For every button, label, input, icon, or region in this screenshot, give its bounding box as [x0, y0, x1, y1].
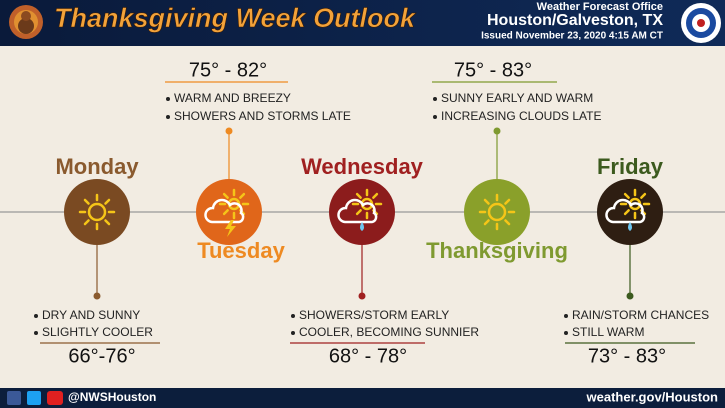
stem-dot — [358, 292, 366, 300]
bullet — [166, 115, 170, 119]
sun-ray — [239, 192, 246, 199]
temps: 66°-76° — [68, 345, 135, 367]
bullet — [291, 331, 295, 335]
sun-ray — [222, 192, 229, 199]
day: Tuesday WARM AND BREEZY SHOWERS AND STORMS… — [165, 59, 351, 263]
url: weather.gov/Houston — [586, 389, 719, 404]
sun-ray — [83, 219, 90, 226]
bolt-icon — [225, 220, 236, 237]
title: Thanksgiving Week Outlook — [54, 3, 417, 33]
header-band — [0, 0, 725, 46]
handle: @NWSHouston — [68, 390, 156, 404]
bullet-text: SUNNY EARLY AND WARM — [441, 91, 593, 105]
sun-ray — [623, 209, 630, 216]
temps: 75° - 82° — [189, 59, 267, 81]
sun-ray — [104, 219, 111, 226]
facebook-icon[interactable] — [7, 391, 21, 405]
sun-ray — [623, 192, 630, 199]
day: Thanksgiving SUNNY EARLY AND WARM INCREASI… — [426, 59, 601, 263]
sun-ray — [504, 219, 511, 226]
day-circle — [64, 179, 130, 245]
cloud-icon — [605, 198, 646, 224]
day-circle — [597, 179, 663, 245]
sun-icon — [87, 202, 107, 222]
sun-ray — [483, 198, 490, 205]
day-label: Friday — [597, 154, 664, 179]
bullet-text: SHOWERS/STORM EARLY — [299, 308, 449, 322]
day-label: Wednesday — [301, 154, 424, 179]
stem-dot — [225, 127, 233, 135]
bullet-text: SHOWERS AND STORMS LATE — [174, 109, 351, 123]
day-circle — [464, 179, 530, 245]
temps: 75° - 83° — [454, 59, 532, 81]
bullet-text: SLIGHTLY COOLER — [42, 325, 153, 339]
drop-icon — [628, 222, 632, 231]
bullet — [433, 115, 437, 119]
bullet-text: INCREASING CLOUDS LATE — [441, 109, 601, 123]
issued: Issued November 23, 2020 4:15 AM CT — [481, 31, 663, 42]
turkey-logo — [9, 5, 43, 39]
location: Houston/Galveston, TX — [487, 12, 663, 29]
bullet-text: COOLER, BECOMING SUNNIER — [299, 325, 479, 339]
day: Monday DRY AND SUNNY SLIGHTLY COOLER 66°-76… — [34, 154, 160, 367]
bullet-text: STILL WARM — [572, 325, 644, 339]
sun-ray — [355, 192, 362, 199]
drop-icon — [360, 222, 364, 231]
temps: 73° - 83° — [588, 345, 666, 367]
bullet — [166, 97, 170, 101]
sun-ray — [372, 192, 379, 199]
stem-dot — [626, 292, 634, 300]
sun-ray — [104, 198, 111, 205]
cloud-icon — [204, 198, 245, 224]
day: Wednesday SHOWERS/STORM EARLY COOLER, BECO… — [290, 154, 479, 367]
bullet — [433, 97, 437, 101]
sun-ray — [83, 198, 90, 205]
bullet — [564, 314, 568, 318]
sun-ray — [355, 209, 362, 216]
nws-logo — [681, 3, 721, 43]
bullet — [34, 314, 38, 318]
day-circle — [196, 179, 262, 245]
day-label: Monday — [55, 154, 139, 179]
sun-ray — [483, 219, 490, 226]
office: Weather Forecast Office — [537, 1, 663, 13]
day-label: Thanksgiving — [426, 238, 568, 263]
temps: 68° - 78° — [329, 345, 407, 367]
bullet — [564, 331, 568, 335]
bullet-text: RAIN/STORM CHANCES — [572, 308, 709, 322]
sun-ray — [222, 209, 229, 216]
sun-ray — [504, 198, 511, 205]
sun-ray — [640, 192, 647, 199]
sun-icon — [487, 202, 507, 222]
bullet — [34, 331, 38, 335]
bullet-text: DRY AND SUNNY — [42, 308, 140, 322]
footer-band — [0, 388, 725, 408]
day-label: Tuesday — [197, 238, 285, 263]
day: Friday RAIN/STORM CHANCES STILL WARM 73° - … — [564, 154, 709, 367]
stem-dot — [93, 292, 101, 300]
stem-dot — [493, 127, 501, 135]
bullet — [291, 314, 295, 318]
bullet-text: WARM AND BREEZY — [174, 91, 291, 105]
youtube-icon[interactable] — [47, 391, 63, 405]
twitter-icon[interactable] — [27, 391, 41, 405]
day-circle — [329, 179, 395, 245]
cloud-icon — [337, 198, 378, 224]
